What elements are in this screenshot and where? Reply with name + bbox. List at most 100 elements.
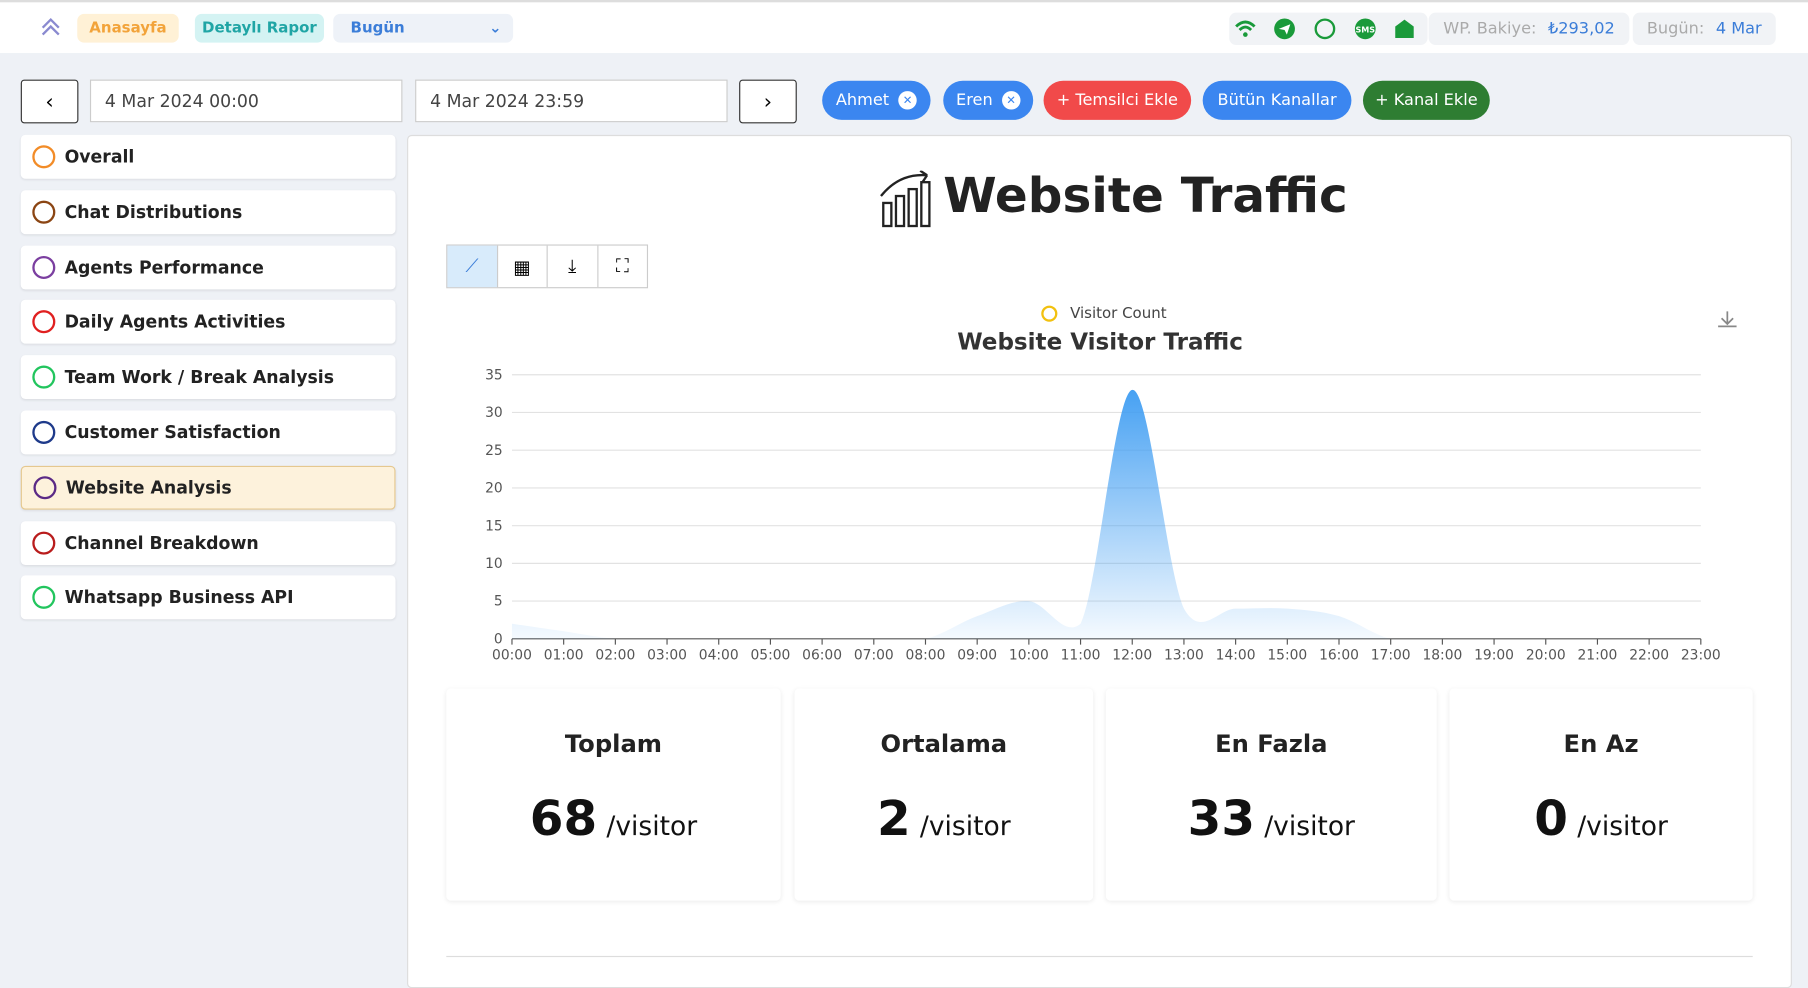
end-date[interactable]: 4 Mar 2024 23:59	[415, 79, 728, 123]
x-tick-label: 12:00	[1112, 648, 1152, 664]
x-tick-label: 17:00	[1371, 648, 1411, 664]
chart-view-button[interactable]: ⟋	[447, 245, 497, 288]
chart-save-icon[interactable]	[1718, 311, 1737, 328]
chart-title: Website Visitor Traffic	[957, 329, 1243, 355]
chart-toolbar: ⟋ ▦ ⤓ ⛶	[446, 244, 649, 289]
x-tick-label: 00:00	[492, 648, 532, 664]
x-tick-label: 20:00	[1526, 648, 1566, 664]
legend-label: Visitor Count	[1070, 304, 1167, 322]
chip-label: Eren	[956, 91, 993, 110]
chart: Website Visitor Traffic 0 5 10 15 20 25 30 35 00…	[485, 304, 1737, 664]
sidebar-label: Daily Agents Activities	[64, 311, 286, 333]
sidebar-item[interactable]: Channel Breakdown	[20, 520, 396, 565]
x-tick-label: 07:00	[854, 648, 894, 664]
stat-value-row: 0/visitor	[1449, 790, 1752, 847]
stat-title: En Az	[1563, 729, 1639, 758]
download-button[interactable]: ⤓	[546, 245, 597, 288]
stat-title: Toplam	[564, 729, 663, 758]
period-select[interactable]: Bugün ⌄	[333, 13, 514, 43]
table-view-button[interactable]: ▦	[496, 245, 546, 288]
page-title: Website Traffic	[943, 167, 1348, 224]
collapse-icon[interactable]	[39, 14, 62, 37]
sidebar-item[interactable]: Customer Satisfaction	[20, 410, 396, 455]
sidebar-icon	[32, 255, 56, 279]
filter-chip[interactable]: + Kanal Ekle	[1362, 80, 1490, 120]
prev-button[interactable]: ‹	[20, 79, 79, 124]
report-button[interactable]: Detaylı Rapor	[194, 13, 325, 43]
sidebar-item[interactable]: Whatsapp Business API	[20, 575, 396, 620]
x-tick-label: 01:00	[544, 648, 584, 664]
sidebar-label: Customer Satisfaction	[64, 422, 281, 443]
sidebar-icon	[32, 531, 56, 555]
today-label: Bugün:	[1646, 19, 1705, 39]
sidebar-label: Channel Breakdown	[64, 532, 259, 554]
area	[511, 389, 1701, 639]
x-tick-label: 11:00	[1061, 648, 1101, 664]
y-tick-label: 35	[485, 367, 503, 383]
sidebar-icon	[32, 200, 56, 224]
sidebar-item[interactable]: Chat Distributions	[20, 190, 396, 234]
stat-value: 68	[529, 789, 598, 847]
filter-chip[interactable]: Eren ✕	[943, 80, 1034, 120]
sidebar-item[interactable]: Team Work / Break Analysis	[20, 355, 396, 400]
x-tick-label: 16:00	[1319, 648, 1359, 664]
channel-icons: SMS	[1235, 18, 1414, 40]
balance-label: WP. Bakiye:	[1443, 19, 1537, 39]
filter-chip[interactable]: Bütün Kanallar	[1202, 80, 1352, 120]
balance: WP. Bakiye: ₺293,02	[1428, 12, 1630, 45]
filter-chip[interactable]: Ahmet ✕	[822, 80, 931, 120]
stat-value: 33	[1187, 789, 1256, 847]
stat-unit: /visitor	[919, 811, 1011, 842]
home-button[interactable]: Anasayfa	[77, 13, 179, 43]
x-tick-label: 14:00	[1216, 648, 1256, 664]
stat-card: En Az 0/visitor	[1449, 688, 1753, 901]
chip-remove[interactable]: ✕	[898, 91, 917, 110]
sidebar-icon	[32, 310, 56, 334]
sidebar-label: Team Work / Break Analysis	[64, 366, 335, 388]
sidebar-label: Website Analysis	[65, 477, 232, 498]
stat-title: Ortalama	[880, 729, 1008, 758]
sidebar-item[interactable]: Agents Performance	[20, 245, 396, 289]
x-tick-label: 04:00	[699, 648, 739, 664]
chevron: ⌄	[489, 19, 502, 37]
x-tick-label: 18:00	[1422, 648, 1462, 664]
y-tick-label: 0	[494, 631, 503, 647]
filter-chip[interactable]: + Temsilci Ekle	[1043, 80, 1192, 120]
x-tick-label: 15:00	[1267, 648, 1307, 664]
stat-card: Ortalama 2/visitor	[794, 688, 1094, 901]
stat-unit: /visitor	[1577, 811, 1668, 842]
chip-label: Bütün Kanallar	[1217, 91, 1337, 110]
sidebar-icon	[32, 586, 56, 610]
y-tick-label: 25	[485, 443, 503, 459]
sidebar-icon	[32, 145, 56, 169]
stat-unit: /visitor	[1264, 811, 1355, 842]
stat-value-row: 68/visitor	[446, 790, 780, 847]
sidebar-icon	[32, 365, 56, 389]
today-value: 4 Mar	[1715, 19, 1762, 39]
sidebar-item[interactable]: Website Analysis	[20, 465, 396, 510]
stat-card: En Fazla 33/visitor	[1105, 688, 1437, 901]
x-tick-label: 06:00	[802, 648, 842, 664]
y-tick-label: 20	[485, 481, 503, 497]
chip-label: + Kanal Ekle	[1375, 91, 1478, 110]
chip-label: + Temsilci Ekle	[1056, 91, 1178, 110]
start-date[interactable]: 4 Mar 2024 00:00	[89, 79, 403, 123]
sidebar-item[interactable]: Overall	[20, 134, 396, 179]
sidebar-label: Agents Performance	[64, 256, 264, 278]
x-tick-label: 02:00	[595, 648, 635, 664]
sidebar-item[interactable]: Daily Agents Activities	[20, 300, 396, 345]
chip-remove[interactable]: ✕	[1001, 91, 1021, 110]
fullscreen-button[interactable]: ⛶	[596, 245, 647, 288]
stat-card: Toplam 68/visitor	[446, 688, 781, 901]
x-tick-label: 03:00	[647, 648, 687, 664]
y-tick-label: 15	[485, 518, 503, 534]
x-tick-label: 21:00	[1578, 648, 1618, 664]
x-tick-label: 10:00	[1009, 648, 1049, 664]
icon-group	[1229, 12, 1428, 45]
y-tick-label: 5	[494, 594, 503, 610]
next-button[interactable]: ›	[739, 79, 797, 124]
legend-marker	[1041, 305, 1058, 322]
sidebar-icon	[33, 475, 57, 500]
sidebar-label: Whatsapp Business API	[64, 587, 294, 609]
